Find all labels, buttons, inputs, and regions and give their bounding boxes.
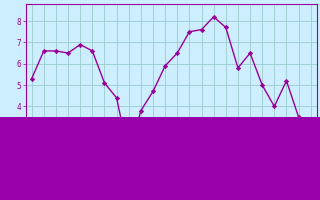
X-axis label: Windchill (Refroidissement éolien,°C): Windchill (Refroidissement éolien,°C) — [86, 176, 257, 185]
